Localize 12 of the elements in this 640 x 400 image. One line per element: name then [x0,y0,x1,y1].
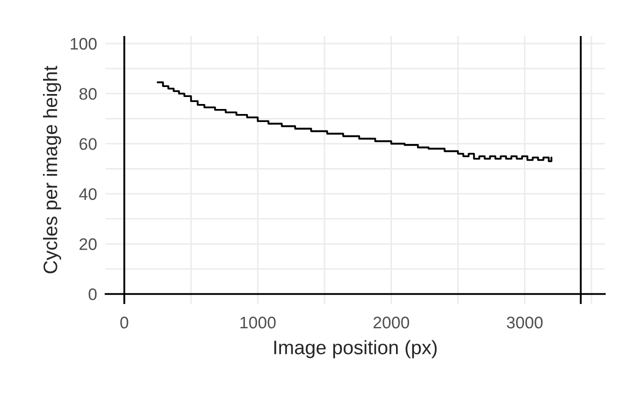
y-tick-label: 60 [80,138,97,150]
y-tick-label: 20 [80,238,97,250]
y-axis-title: Cycles per image height [43,66,62,274]
x-axis-title: Image position (px) [274,340,437,358]
x-tick-label: 0 [120,316,128,328]
x-tick-label: 2000 [374,316,410,328]
y-tick-label: 40 [79,188,97,200]
x-tick-label: 1000 [240,316,276,328]
y-tick-label: 80 [79,88,97,100]
y-tick-label: 100 [70,38,97,50]
x-tick-label: 3000 [506,316,543,328]
y-tick-label: 0 [88,288,97,300]
